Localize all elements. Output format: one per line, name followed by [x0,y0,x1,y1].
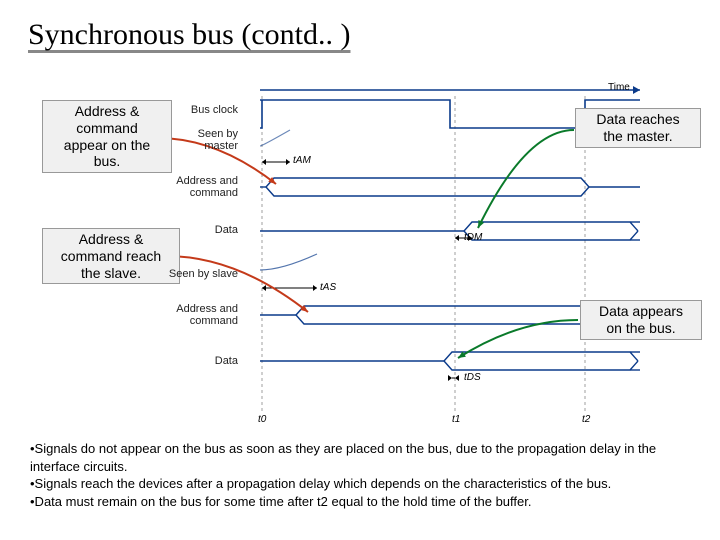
label-tAM: tAM [293,155,311,166]
callout-data-master: Data reachesthe master. [575,108,701,148]
label-t1: t1 [452,414,460,425]
label-data-master: Data [198,224,238,236]
bullet-1: •Signals do not appear on the bus as soo… [30,440,700,475]
label-seen-master: Seen bymaster [170,128,238,152]
label-seen-slave: Seen by slave [158,268,238,280]
label-tDS: tDS [464,372,481,383]
bullet-list: •Signals do not appear on the bus as soo… [30,440,700,510]
bullet-2: •Signals reach the devices after a propa… [30,475,700,493]
callout-addr-cmd-bus: Address &commandappear on thebus. [42,100,172,173]
label-t2: t2 [582,414,590,425]
timing-diagram [0,0,720,430]
label-tAS: tAS [320,282,336,293]
bullet-3: •Data must remain on the bus for some ti… [30,493,700,511]
label-addr-cmd-slave: Address andcommand [158,303,238,327]
label-bus-clock: Bus clock [170,104,238,116]
label-t0: t0 [258,414,266,425]
label-time: Time [608,82,630,93]
label-data-slave: Data [198,355,238,367]
callout-data-bus: Data appearson the bus. [580,300,702,340]
label-addr-cmd-master: Address andcommand [158,175,238,199]
label-tDM: tDM [464,232,482,243]
